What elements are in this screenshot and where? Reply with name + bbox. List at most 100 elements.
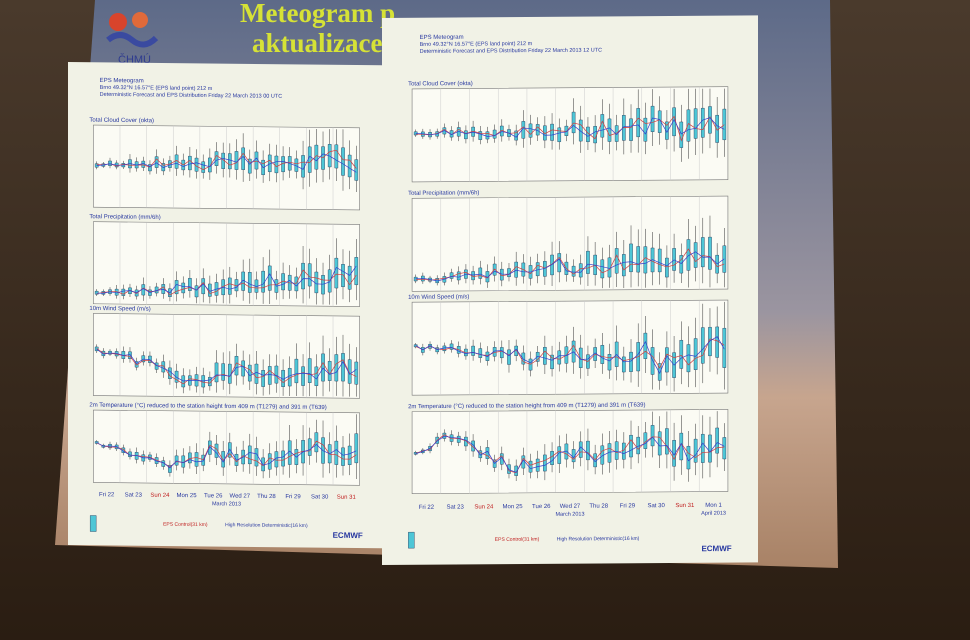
box (194, 157, 199, 172)
section-title: Total Precipitation (mm/6h) (89, 214, 160, 221)
box (274, 365, 279, 384)
brand-label: ECMWF (701, 544, 731, 553)
box (708, 106, 712, 134)
box (586, 440, 590, 461)
panel-run: Deterministic Forecast and EPS Distribut… (420, 48, 603, 55)
month-label: March 2013 (212, 501, 241, 507)
forecast-line (415, 117, 725, 138)
box (578, 441, 583, 458)
panel-heading: EPS Meteogram (420, 35, 464, 41)
box (622, 356, 626, 373)
day-label: Sun 24 (474, 504, 494, 510)
box (657, 431, 662, 456)
box (492, 129, 497, 139)
day-label: Mon 25 (177, 493, 198, 499)
box (214, 151, 219, 166)
box (629, 435, 633, 458)
box (228, 153, 232, 170)
box (629, 351, 633, 372)
box (693, 438, 698, 463)
box (564, 125, 569, 136)
box (614, 248, 619, 274)
box (636, 246, 640, 273)
box (700, 107, 705, 138)
box (347, 445, 352, 465)
box (334, 144, 339, 169)
day-label: Fri 22 (419, 505, 435, 511)
day-label: Fri 29 (285, 494, 301, 500)
box (413, 344, 418, 348)
box (261, 270, 265, 293)
box (593, 126, 597, 144)
box (485, 131, 490, 140)
section-title: 2m Temperature (°C) reduced to the stati… (89, 403, 326, 411)
box (254, 151, 259, 170)
forecast-line (96, 265, 357, 294)
box (550, 354, 554, 370)
box (715, 427, 719, 454)
forecast-line (96, 442, 357, 469)
logo-mark (106, 32, 159, 48)
section-title: Total Cloud Cover (okta) (408, 81, 473, 87)
box (154, 156, 159, 168)
legend-entry: EPS Control(31 km) (163, 522, 208, 528)
box (327, 269, 332, 293)
day-label: Tue 26 (532, 504, 551, 510)
box (693, 242, 698, 268)
section-title: Total Cloud Cover (okta) (89, 118, 154, 125)
forecast-line (96, 440, 357, 468)
box (600, 345, 605, 364)
box (354, 433, 359, 464)
box (665, 428, 669, 455)
box (121, 288, 126, 296)
box (607, 118, 612, 142)
box (141, 284, 146, 296)
box (307, 358, 312, 383)
box (267, 265, 272, 291)
box (586, 250, 590, 274)
box (449, 272, 454, 279)
box (294, 358, 299, 384)
box (557, 253, 562, 273)
box (665, 347, 669, 373)
box (528, 460, 533, 473)
box (550, 123, 554, 141)
box (287, 440, 292, 465)
box (507, 268, 511, 278)
box (643, 332, 648, 359)
box (301, 366, 305, 386)
box (341, 264, 345, 287)
box (708, 327, 712, 357)
box (261, 370, 265, 387)
box (535, 262, 540, 277)
panel-heading: EPS Meteogram (100, 78, 144, 84)
day-label: Mon 25 (503, 504, 524, 510)
box (528, 123, 533, 138)
box (267, 366, 272, 385)
box (485, 447, 490, 459)
box (679, 121, 684, 148)
box (201, 161, 206, 173)
box (334, 257, 339, 289)
box (514, 465, 518, 476)
day-label: Tue 26 (204, 493, 223, 499)
box (693, 338, 698, 370)
box (600, 259, 605, 279)
forecast-line (96, 153, 357, 173)
box (622, 442, 626, 460)
box (301, 262, 305, 290)
box (478, 267, 483, 279)
day-label: Sat 23 (446, 505, 464, 511)
slide-title: Meteogram p (240, 0, 395, 28)
day-label: Thu 28 (257, 494, 276, 500)
box (354, 257, 359, 286)
box (307, 146, 312, 173)
month-label: March 2013 (555, 512, 584, 518)
box (247, 445, 252, 465)
box (657, 363, 662, 381)
box (650, 105, 655, 132)
box (607, 354, 612, 371)
box (571, 265, 576, 277)
panel-run: Deterministic Forecast and EPS Distribut… (100, 92, 283, 100)
